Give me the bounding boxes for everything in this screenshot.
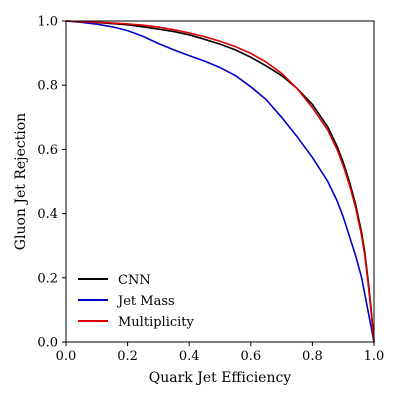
legend: CNN Jet Mass Multiplicity [78, 273, 195, 330]
plot-frame [65, 20, 375, 343]
legend-label-jet-mass: Jet Mass [116, 294, 175, 309]
x-axis: 0.0 0.2 0.4 0.6 0.8 1.0 [56, 342, 385, 364]
x-tick-label: 0.8 [302, 349, 323, 364]
x-tick-label: 0.0 [56, 349, 77, 364]
x-tick-label: 0.6 [240, 349, 261, 364]
legend-label-cnn: CNN [118, 273, 151, 288]
series-layer [65, 20, 375, 343]
y-axis-label: Gluon Jet Rejection [13, 113, 29, 250]
y-tick-label: 1.0 [37, 15, 58, 30]
series-line-jet-mass [65, 20, 375, 343]
series-line-multiplicity [65, 20, 375, 343]
x-tick-label: 0.4 [179, 349, 200, 364]
y-tick-label: 0.6 [37, 143, 58, 158]
x-tick-label: 0.2 [117, 349, 138, 364]
y-tick-label: 0.4 [37, 207, 58, 222]
x-axis-label: Quark Jet Efficiency [149, 370, 292, 386]
x-tick-label: 1.0 [364, 349, 385, 364]
y-axis: 0.0 0.2 0.4 0.6 0.8 1.0 [37, 15, 66, 351]
y-tick-label: 0.2 [37, 271, 58, 286]
y-tick-label: 0.8 [37, 79, 58, 94]
y-tick-label: 0.0 [37, 336, 58, 351]
legend-label-multiplicity: Multiplicity [118, 315, 195, 330]
